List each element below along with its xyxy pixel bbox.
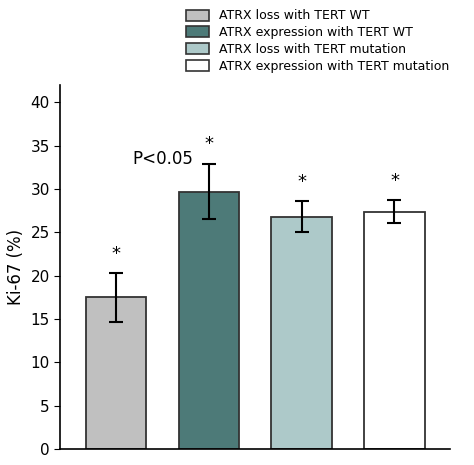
Bar (86, 298, 146, 449)
Text: *: * (204, 135, 213, 153)
Text: *: * (297, 173, 306, 191)
Legend: ATRX loss with TERT WT, ATRX expression with TERT WT, ATRX loss with TERT mutati: ATRX loss with TERT WT, ATRX expression … (183, 7, 451, 75)
Y-axis label: Ki-67 (%): Ki-67 (%) (7, 229, 25, 305)
Text: *: * (390, 172, 399, 190)
Text: *: * (111, 245, 120, 263)
Text: P<0.05: P<0.05 (132, 150, 193, 168)
Bar (179, 192, 239, 449)
Bar (272, 217, 332, 449)
Bar (365, 212, 425, 449)
